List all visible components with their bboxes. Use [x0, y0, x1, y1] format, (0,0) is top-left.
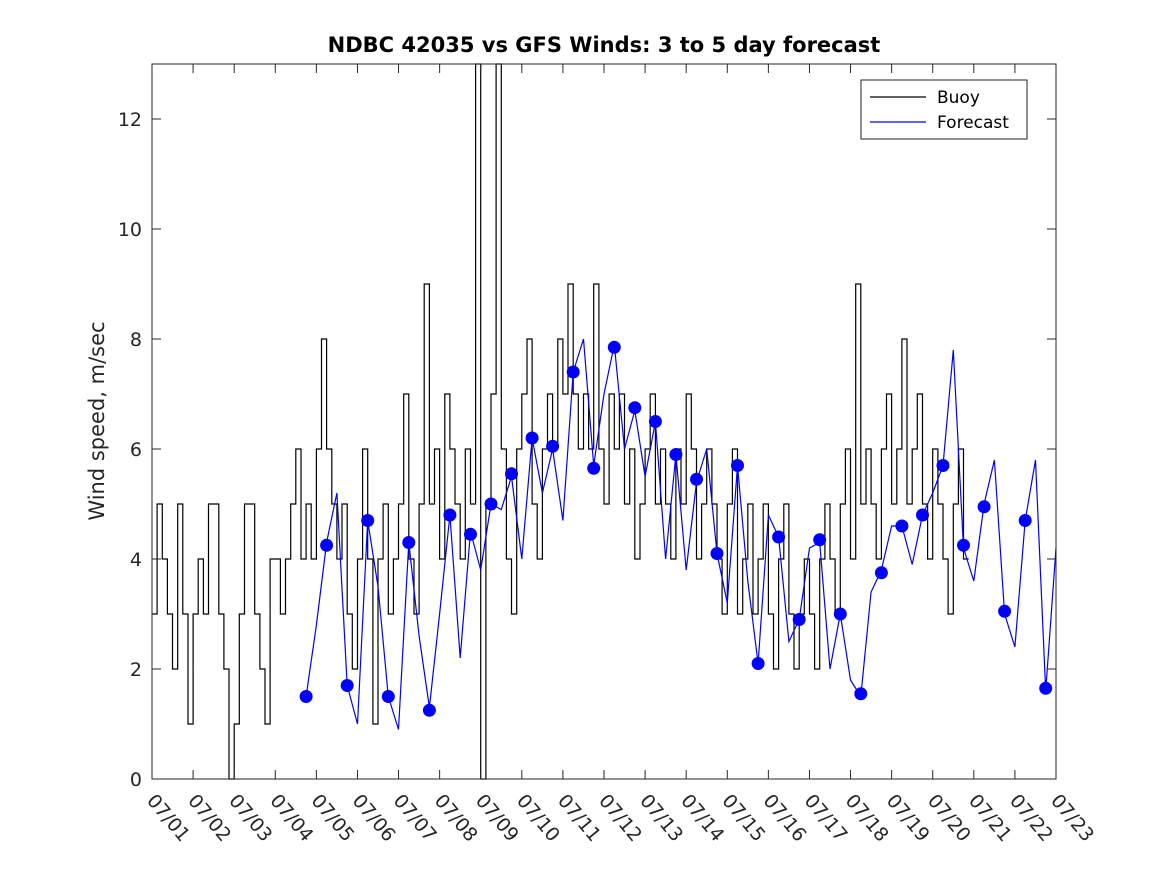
forecast-marker-point	[587, 461, 601, 475]
forecast-marker-point	[340, 679, 354, 692]
forecast-marker-point	[1039, 681, 1053, 695]
forecast-marker-point	[443, 508, 457, 522]
forecast-marker-point	[422, 703, 436, 717]
forecast-marker-point	[320, 538, 334, 552]
legend-box	[860, 79, 1028, 140]
forecast-marker-point	[916, 508, 929, 522]
forecast-marker-point	[895, 519, 909, 533]
forecast-marker-point	[505, 467, 518, 481]
legend: Buoy Forecast	[860, 79, 1028, 140]
forecast-marker-point	[484, 497, 498, 511]
forecast-marker-point	[669, 448, 683, 461]
forecast-marker-point	[751, 657, 765, 670]
forecast-marker-point	[566, 365, 580, 379]
forecast-marker-point	[731, 459, 744, 472]
forecast-marker-point	[1018, 514, 1032, 527]
forecast-marker-point	[772, 530, 786, 544]
y-axis-ticks: 0 2 4 6 8 10 12	[118, 109, 1056, 791]
forecast-marker-point	[813, 533, 827, 547]
forecast-marker-point	[607, 340, 621, 354]
forecast-marker-point	[381, 690, 395, 703]
y-tick-label: 10	[118, 219, 142, 241]
legend-buoy-label: Buoy	[937, 88, 980, 108]
y-tick-label: 4	[130, 549, 142, 571]
forecast-marker-point	[957, 538, 970, 552]
forecast-marker-point	[792, 613, 806, 626]
forecast-marker-point	[546, 439, 560, 453]
legend-forecast-label: Forecast	[937, 113, 1009, 133]
buoy-series-line	[152, 63, 969, 780]
forecast-marker-point	[464, 527, 477, 541]
y-tick-label: 0	[130, 769, 142, 791]
buoy-series-group	[152, 63, 969, 780]
forecast-marker-point	[648, 415, 662, 428]
y-axis-label: Wind speed, m/sec	[85, 321, 109, 520]
forecast-marker-point	[854, 687, 868, 701]
forecast-markers-group	[299, 340, 1053, 717]
y-tick-label: 8	[130, 329, 142, 351]
forecast-marker-point	[710, 547, 724, 560]
forecast-marker-point	[628, 401, 642, 415]
y-tick-label: 12	[118, 109, 142, 131]
chart-title: NDBC 42035 vs GFS Winds: 3 to 5 day fore…	[328, 33, 881, 57]
forecast-marker-point	[833, 607, 847, 621]
forecast-marker-point	[361, 514, 375, 527]
forecast-marker-point	[299, 690, 313, 703]
y-tick-label: 2	[130, 659, 142, 681]
forecast-marker-point	[998, 604, 1012, 618]
forecast-marker-point	[525, 431, 539, 445]
forecast-marker-point	[690, 472, 703, 486]
y-tick-label: 6	[130, 439, 142, 461]
forecast-series-group	[305, 338, 1057, 730]
plot-area	[152, 64, 1056, 779]
forecast-series-line	[305, 338, 1057, 730]
forecast-marker-point	[977, 500, 991, 514]
forecast-marker-point	[936, 459, 950, 472]
forecast-marker-point	[402, 536, 416, 549]
forecast-marker-point	[874, 566, 888, 580]
